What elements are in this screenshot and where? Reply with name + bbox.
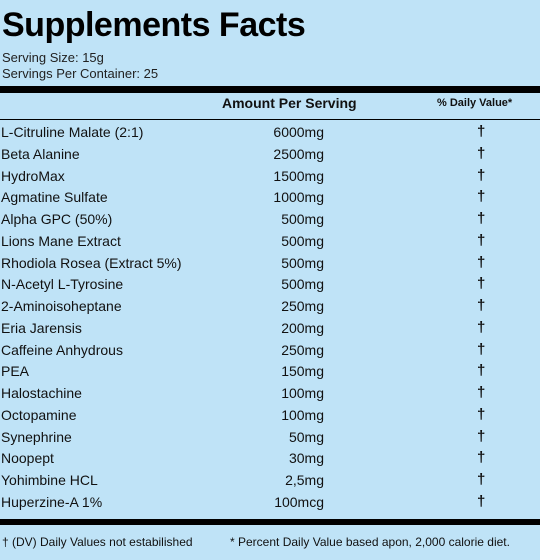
daily-value-dagger: † — [477, 166, 486, 184]
ingredient-amount: 100mg — [281, 385, 324, 401]
ingredient-amount: 30mg — [288, 450, 324, 467]
table-row: Agmatine Sulfate 1000mg † — [0, 188, 540, 210]
ingredient-name: Caffeine Anhydrous — [1, 341, 123, 358]
ingredient-name: 2-Aminoisoheptane — [1, 298, 122, 314]
table-row: L-Citruline Malate (2:1) 6000mg † — [0, 123, 540, 145]
footnote-daily-values: † (DV) Daily Values not estabilished — [2, 535, 193, 549]
ingredient-name: Beta Alanine — [1, 145, 80, 162]
header-rule — [0, 119, 540, 120]
daily-value-dagger: † — [477, 231, 486, 249]
ingredient-name: Lions Mane Extract — [1, 232, 121, 249]
ingredient-name: Noopept — [1, 450, 54, 467]
table-row: Octopamine 100mg † — [0, 406, 540, 428]
ingredient-name: Yohimbine HCL — [1, 472, 98, 488]
ingredient-name: Alpha GPC (50%) — [1, 211, 113, 227]
ingredient-name: PEA — [1, 363, 30, 380]
ingredient-amount: 2500mg — [273, 145, 324, 162]
top-thick-rule — [0, 86, 540, 93]
table-row: N-Acetyl L-Tyrosine 500mg † — [0, 275, 540, 297]
ingredient-amount: 100mg — [281, 406, 324, 423]
ingredient-amount: 2,5mg — [285, 472, 324, 488]
daily-value-dagger: † — [477, 384, 486, 401]
ingredient-amount: 200mg — [281, 319, 324, 336]
ingredient-amount: 500mg — [281, 254, 324, 271]
table-row: HydroMax 1500mg † — [0, 167, 540, 189]
table-row: Yohimbine HCL 2,5mg † — [0, 471, 540, 493]
ingredient-amount: 500mg — [281, 276, 324, 293]
column-header-daily-value: % Daily Value* — [437, 97, 513, 109]
table-row: Rhodiola Rosea (Extract 5%) 500mg † — [0, 254, 540, 276]
bottom-thick-rule — [0, 519, 540, 525]
ingredient-amount: 50mg — [288, 428, 324, 445]
daily-value-dagger: † — [477, 297, 486, 314]
table-row: Halostachine 100mg † — [0, 384, 540, 406]
ingredient-name: N-Acetyl L-Tyrosine — [1, 276, 124, 293]
daily-value-dagger: † — [477, 210, 486, 227]
column-header-amount: Amount Per Serving — [222, 95, 357, 111]
daily-value-dagger: † — [477, 123, 486, 140]
ingredient-amount: 250mg — [281, 341, 324, 358]
daily-value-dagger: † — [477, 253, 486, 271]
ingredient-amount: 100mcg — [274, 493, 324, 510]
table-row: Eria Jarensis 200mg † — [0, 319, 540, 341]
daily-value-dagger: † — [477, 405, 486, 423]
ingredient-amount: 500mg — [281, 232, 324, 249]
table-row: Lions Mane Extract 500mg † — [0, 232, 540, 254]
nutrient-table: L-Citruline Malate (2:1) 6000mg † Beta Alan… — [0, 123, 540, 515]
servings-per-container: Servings Per Container: 25 — [2, 66, 159, 81]
table-row: 2-Aminoisoheptane 250mg † — [0, 297, 540, 319]
ingredient-name: HydroMax — [1, 167, 65, 184]
ingredient-name: Synephrine — [1, 428, 72, 445]
ingredient-name: L-Citruline Malate (2:1) — [1, 124, 144, 140]
daily-value-dagger: † — [477, 362, 486, 380]
daily-value-dagger: † — [477, 427, 486, 445]
footnote-percent-daily-value: * Percent Daily Value based apon, 2,000 … — [230, 535, 510, 549]
ingredient-name: Agmatine Sulfate — [1, 189, 108, 206]
table-row: Huperzine-A 1% 100mcg † — [0, 493, 540, 515]
table-row: Caffeine Anhydrous 250mg † — [0, 341, 540, 363]
daily-value-dagger: † — [477, 340, 486, 358]
table-row: PEA 150mg † — [0, 362, 540, 384]
daily-value-dagger: † — [477, 144, 486, 162]
ingredient-amount: 250mg — [281, 298, 324, 314]
ingredient-name: Halostachine — [1, 385, 82, 401]
daily-value-dagger: † — [477, 471, 486, 488]
panel-title: Supplements Facts — [2, 6, 306, 44]
daily-value-dagger: † — [477, 492, 486, 510]
ingredient-name: Eria Jarensis — [1, 319, 82, 336]
ingredient-name: Octopamine — [1, 406, 77, 423]
ingredient-name: Huperzine-A 1% — [1, 493, 103, 510]
serving-size: Serving Size: 15g — [2, 50, 104, 65]
ingredient-name: Rhodiola Rosea (Extract 5%) — [1, 254, 182, 271]
table-row: Alpha GPC (50%) 500mg † — [0, 210, 540, 232]
table-row: Synephrine 50mg † — [0, 428, 540, 450]
ingredient-amount: 6000mg — [273, 124, 324, 140]
daily-value-dagger: † — [477, 188, 486, 206]
ingredient-amount: 500mg — [281, 211, 324, 227]
daily-value-dagger: † — [477, 275, 486, 293]
ingredient-amount: 150mg — [281, 363, 324, 380]
ingredient-amount: 1000mg — [273, 189, 324, 206]
daily-value-dagger: † — [477, 449, 486, 467]
table-row: Noopept 30mg † — [0, 449, 540, 471]
daily-value-dagger: † — [477, 318, 486, 336]
ingredient-amount: 1500mg — [273, 167, 324, 184]
table-row: Beta Alanine 2500mg † — [0, 145, 540, 167]
